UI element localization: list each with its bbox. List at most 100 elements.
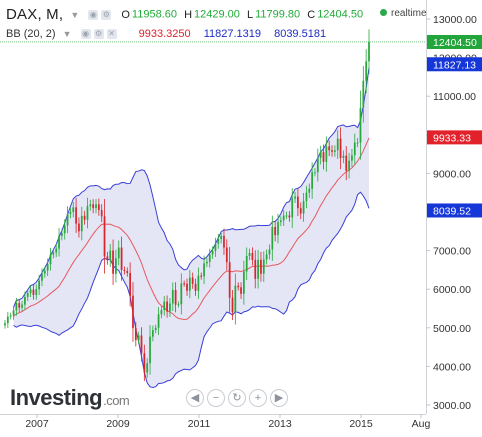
candle-body xyxy=(66,213,69,226)
candle-body xyxy=(359,107,362,143)
settings-icon[interactable]: ⚙ xyxy=(93,29,104,40)
high-value: 12429.00 xyxy=(194,8,240,21)
price-tag-label: 8039.52 xyxy=(433,205,471,217)
candle-body xyxy=(143,353,146,373)
candle-body xyxy=(331,150,333,152)
candle-body xyxy=(166,301,168,312)
candle-body xyxy=(194,283,197,291)
reset-icon[interactable]: ↻ xyxy=(228,389,246,407)
zoom-out-icon[interactable]: − xyxy=(207,389,225,407)
candle-body xyxy=(117,247,120,259)
candle-body xyxy=(134,328,137,341)
bollinger-band-fill xyxy=(13,67,369,388)
candle-body xyxy=(171,289,174,304)
bb-middle-value: 9933.3250 xyxy=(138,28,191,41)
candle-body xyxy=(214,243,217,251)
zoom-in-icon[interactable]: + xyxy=(249,389,267,407)
bb-lower-value: 8039.5181 xyxy=(274,28,327,41)
candle-body xyxy=(271,227,274,250)
candle-body xyxy=(160,310,163,315)
open-value: 11958.60 xyxy=(131,8,177,21)
candle-body xyxy=(180,283,183,305)
candle-body xyxy=(206,261,208,264)
candle-body xyxy=(35,289,38,295)
chevron-down-icon[interactable]: ▼ xyxy=(70,9,80,20)
price-tag-bg xyxy=(427,130,482,145)
close-icon[interactable]: ✕ xyxy=(106,29,117,40)
candle-body xyxy=(46,264,49,271)
candle-body xyxy=(345,155,348,171)
candle-body xyxy=(103,216,106,257)
open-label: O xyxy=(121,8,130,21)
candle-body xyxy=(297,196,299,209)
candle-body xyxy=(55,248,58,253)
candle-body xyxy=(254,259,257,279)
candle-body xyxy=(231,297,234,313)
candle-body xyxy=(78,223,80,232)
candle-body xyxy=(302,201,305,214)
candle-body xyxy=(279,220,282,223)
chart-title: DAX, M, xyxy=(6,6,64,23)
candle-body xyxy=(294,196,296,199)
chevron-down-icon[interactable]: ▼ xyxy=(62,29,72,40)
candle-body xyxy=(234,285,237,313)
y-tick-label: 4000.00 xyxy=(433,361,471,373)
settings-icon[interactable]: ⚙ xyxy=(101,9,112,20)
candle-body xyxy=(183,283,186,285)
candle-body xyxy=(92,204,95,209)
candle-body xyxy=(348,160,350,171)
candle-body xyxy=(69,212,72,214)
realtime-indicator: realtime xyxy=(380,8,427,19)
candle-body xyxy=(197,275,200,291)
candle-body xyxy=(353,142,356,156)
candle-body xyxy=(63,225,66,234)
bollinger-lower-line xyxy=(13,191,370,389)
indicator-header: BB (20, 2) ▼ ◉ ⚙ ✕ 9933.3250 11827.1319 80… xyxy=(6,28,326,40)
candle-body xyxy=(314,172,316,174)
chart-navigation: ◀ − ↻ + ▶ xyxy=(186,388,291,408)
eye-icon[interactable]: ◉ xyxy=(88,9,99,20)
candle-body xyxy=(24,296,26,305)
price-tag-bg xyxy=(427,203,482,218)
low-value: 11799.80 xyxy=(255,8,301,21)
candle-body xyxy=(282,215,285,221)
candle-body xyxy=(265,254,268,260)
candle-body xyxy=(41,273,43,281)
candle-body xyxy=(245,256,248,272)
candle-body xyxy=(26,293,29,297)
candle-body xyxy=(186,283,188,291)
candle-body xyxy=(191,277,194,284)
candle-body xyxy=(211,250,214,255)
symbol-header: DAX, M, ▼ ◉ ⚙ O 11958.60 H 12429.00 L 11799.… xyxy=(6,6,363,23)
candle-body xyxy=(72,207,75,212)
high-label: H xyxy=(184,8,193,21)
candle-body xyxy=(319,152,322,158)
candle-body xyxy=(169,303,171,312)
price-tag-bg xyxy=(427,34,482,49)
eye-icon[interactable]: ◉ xyxy=(80,29,91,40)
brand-name: Investing xyxy=(10,385,103,410)
candle-body xyxy=(58,235,60,249)
candle-body xyxy=(21,304,23,308)
candle-body xyxy=(9,315,12,317)
candle-body xyxy=(277,222,279,236)
candle-body xyxy=(351,155,353,161)
y-tick-label: 6000.00 xyxy=(433,284,471,296)
close-label: C xyxy=(307,8,316,21)
candle-body xyxy=(32,289,35,295)
scroll-left-icon[interactable]: ◀ xyxy=(186,389,204,407)
candle-body xyxy=(336,138,339,151)
candle-body xyxy=(257,259,259,279)
indicator-name: BB (20, 2) xyxy=(6,28,56,41)
scroll-right-icon[interactable]: ▶ xyxy=(270,389,288,407)
y-tick-label: 7000.00 xyxy=(433,246,471,258)
bollinger-upper-line xyxy=(13,67,370,308)
candle-body xyxy=(339,138,342,158)
status-dot-icon xyxy=(380,9,387,16)
candle-body xyxy=(6,316,9,324)
candle-body xyxy=(89,204,92,207)
candle-body xyxy=(174,289,177,305)
candle-body xyxy=(240,287,242,294)
